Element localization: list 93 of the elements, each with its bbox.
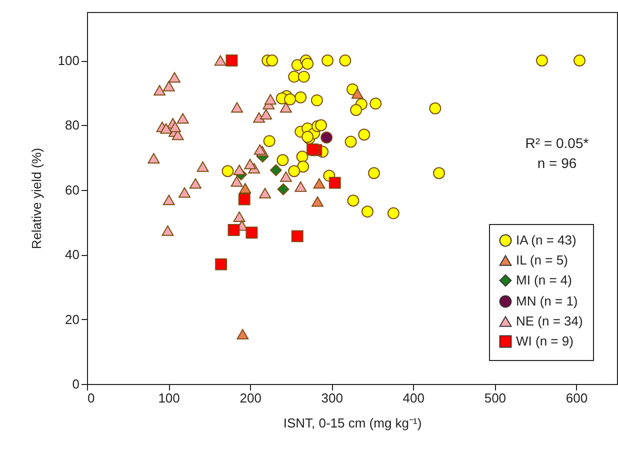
point <box>176 113 189 124</box>
legend-label: IA (n = 43) <box>516 232 576 248</box>
point <box>178 187 190 198</box>
point <box>296 150 308 163</box>
point <box>233 164 246 176</box>
point <box>239 183 252 194</box>
point <box>276 154 289 166</box>
point <box>162 80 175 92</box>
point <box>277 183 290 196</box>
legend-label: NE (n = 34) <box>516 314 583 328</box>
point <box>310 94 323 106</box>
point <box>306 144 319 156</box>
x-axis-title: ISNT, 0-15 cm (mg kg⁻¹) <box>283 416 422 430</box>
y-axis-title: Relative yield (%) <box>28 148 44 250</box>
point <box>284 93 296 106</box>
y-tick-label: 40 <box>65 247 80 262</box>
point <box>294 181 307 192</box>
point <box>264 94 276 105</box>
point <box>288 165 300 178</box>
point <box>280 171 292 182</box>
x-tick-label: 200 <box>240 390 262 406</box>
y-tick-label: 20 <box>65 312 80 327</box>
point <box>168 72 180 83</box>
point <box>160 123 172 134</box>
y-tick-label: 80 <box>65 118 80 133</box>
legend-label: MN (n = 1) <box>516 294 578 308</box>
point <box>244 158 256 170</box>
legend-label: IL (n = 5) <box>516 252 568 268</box>
x-tick-label: 500 <box>484 390 506 406</box>
legend-label: WI (n = 9) <box>516 334 574 348</box>
point <box>266 54 278 66</box>
point <box>358 128 370 141</box>
point <box>226 54 238 66</box>
point <box>291 230 304 242</box>
point <box>263 135 276 148</box>
point <box>260 108 272 120</box>
point <box>370 98 382 110</box>
point <box>429 102 442 114</box>
point <box>233 212 246 222</box>
point <box>298 70 310 83</box>
x-tick-label: 400 <box>402 390 425 406</box>
point <box>322 54 334 66</box>
point <box>302 58 314 70</box>
point <box>215 258 228 270</box>
point <box>312 196 324 207</box>
point <box>328 176 341 189</box>
point <box>238 193 250 206</box>
point <box>368 167 380 180</box>
point <box>162 225 174 236</box>
point <box>259 188 271 198</box>
point <box>222 165 234 178</box>
point <box>231 102 244 113</box>
point <box>214 55 226 66</box>
point <box>387 207 400 220</box>
y-tick-label: 0 <box>72 376 80 392</box>
point <box>291 59 304 72</box>
point <box>280 102 292 113</box>
annotation: n = 96 <box>537 155 577 171</box>
x-tick-label: 600 <box>566 390 588 406</box>
point <box>347 194 360 207</box>
x-tick-label: 100 <box>158 390 180 406</box>
point <box>196 161 209 172</box>
point <box>189 178 202 189</box>
point <box>350 104 362 116</box>
point <box>433 167 445 180</box>
legend-label: MI (n = 4) <box>516 272 572 288</box>
point <box>230 176 243 187</box>
point <box>574 54 586 66</box>
x-tick-label: 300 <box>321 390 343 406</box>
point <box>228 224 240 236</box>
point <box>351 88 364 99</box>
point <box>313 178 326 189</box>
x-tick-label: 0 <box>88 390 95 406</box>
y-tick-label: 100 <box>58 53 80 68</box>
point <box>148 152 160 164</box>
point <box>294 91 307 104</box>
point <box>169 122 182 132</box>
point <box>254 144 266 155</box>
y-tick-label: 60 <box>65 182 80 198</box>
point <box>288 70 300 83</box>
point <box>320 132 333 144</box>
point <box>339 54 352 66</box>
point <box>362 206 374 218</box>
point <box>246 226 258 239</box>
point <box>236 328 249 340</box>
point <box>344 136 357 148</box>
point <box>162 194 175 206</box>
annotation: R² = 0.05* <box>525 135 590 151</box>
point <box>315 119 327 132</box>
point <box>154 85 166 96</box>
point <box>536 54 548 66</box>
point <box>270 164 282 176</box>
point <box>297 160 310 173</box>
